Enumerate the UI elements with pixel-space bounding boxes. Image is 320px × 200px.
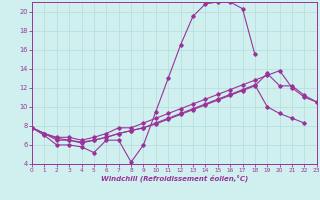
X-axis label: Windchill (Refroidissement éolien,°C): Windchill (Refroidissement éolien,°C) bbox=[101, 175, 248, 182]
